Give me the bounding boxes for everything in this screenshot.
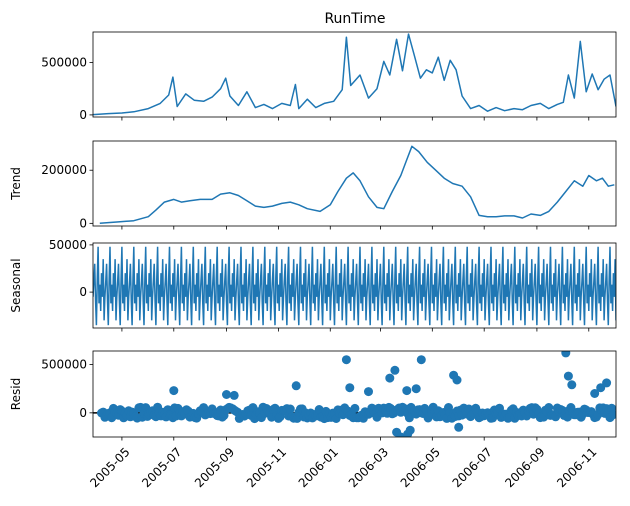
xtick-label: 2006-03: [346, 445, 391, 490]
trend-ylabel: Trend: [9, 167, 23, 201]
resid-point: [314, 405, 324, 414]
resid-outlier-point: [229, 390, 239, 400]
seasonal-ytick-label: 50000: [49, 238, 87, 252]
resid-outlier-point: [402, 386, 412, 396]
figure-title: RunTime: [324, 11, 385, 27]
resid-outlier-point: [364, 387, 373, 397]
xtick-label: 2006-09: [502, 445, 547, 490]
resid-outlier-point: [222, 390, 231, 399]
resid-outlier-point: [169, 386, 179, 396]
resid-points: [97, 351, 616, 437]
xtick-label: 2006-11: [554, 445, 599, 490]
seasonal-ytick-label: 0: [79, 285, 87, 299]
resid-point: [350, 403, 360, 413]
resid-outlier-point: [405, 425, 415, 435]
resid-outlier-point: [561, 351, 571, 358]
resid-outlier-point: [385, 373, 395, 383]
panel-resid: 0 500000 Resid: [9, 350, 617, 441]
xtick-label: 2005-07: [139, 445, 184, 490]
seasonal-ylabel: Seasonal: [9, 258, 23, 312]
resid-ytick-label: 0: [79, 406, 87, 420]
resid-outlier-point: [563, 371, 573, 381]
resid-outlier-point: [452, 375, 462, 385]
resid-outlier-point: [567, 380, 577, 390]
resid-ylabel: Resid: [9, 378, 23, 410]
resid-point: [544, 403, 554, 412]
observed-ytick-label: 500000: [41, 55, 87, 69]
trend-plot-area: [99, 145, 615, 225]
trend-ytick-label: 200000: [41, 163, 87, 177]
resid-point: [270, 403, 280, 413]
resid-point: [608, 410, 616, 420]
panel-trend: 0 200000 Trend: [9, 140, 617, 230]
panel-observed: 0 500000: [41, 31, 617, 122]
observed-line: [93, 33, 616, 116]
resid-outlier-point: [291, 381, 301, 391]
resid-outlier-point: [454, 422, 464, 432]
resid-outlier-point: [390, 365, 400, 375]
seasonal-plot-area: [93, 246, 616, 326]
resid-outlier-point: [345, 383, 355, 393]
xtick-label: 2005-11: [244, 445, 289, 490]
resid-outlier-point: [396, 432, 406, 437]
trend-axes-frame: [92, 140, 617, 227]
xtick-label: 2006-05: [398, 445, 443, 490]
x-axis-labels: 2005-05 2005-07 2005-09 2005-11 2006-01 2006-…: [87, 445, 599, 490]
resid-outlier-point: [411, 384, 421, 394]
xtick-label: 2005-09: [192, 445, 237, 490]
observed-ytick-label: 0: [79, 108, 87, 122]
resid-ytick-label: 500000: [41, 358, 87, 372]
resid-outlier-point: [341, 355, 351, 365]
panels-container: 0 500000 0 200000 Trend 0 50000 Seasonal 0 500000…: [9, 31, 617, 490]
resid-axes-frame: [92, 350, 617, 438]
xtick-label: 2006-01: [296, 445, 341, 490]
observed-plot-area: [93, 33, 616, 116]
trend-ytick-label: 0: [79, 216, 87, 230]
panel-seasonal: 0 50000 Seasonal: [9, 238, 617, 332]
seasonal-axes-frame: [92, 242, 617, 329]
resid-point: [285, 404, 295, 414]
resid-plot-area: [93, 351, 616, 437]
resid-outlier-point: [416, 355, 426, 365]
seasonal-line: [93, 246, 616, 326]
xtick-label: 2006-07: [450, 445, 495, 490]
resid-outlier-point: [590, 389, 600, 398]
trend-line: [99, 145, 615, 225]
xtick-label: 2005-05: [87, 445, 132, 490]
observed-axes-frame: [92, 31, 617, 118]
resid-outlier-point: [602, 378, 612, 388]
